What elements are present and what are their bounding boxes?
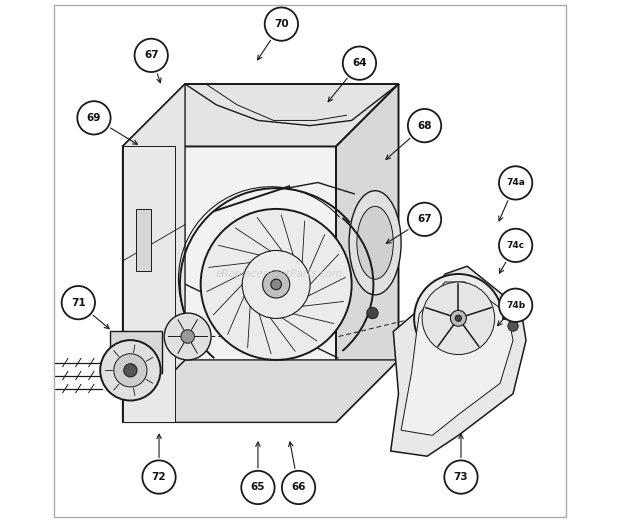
Polygon shape xyxy=(110,331,162,373)
Circle shape xyxy=(143,460,175,494)
Polygon shape xyxy=(123,147,336,422)
Circle shape xyxy=(445,460,477,494)
Circle shape xyxy=(263,271,290,298)
Polygon shape xyxy=(136,209,151,271)
Circle shape xyxy=(499,229,533,262)
Polygon shape xyxy=(391,266,526,456)
Polygon shape xyxy=(123,84,185,422)
Text: 67: 67 xyxy=(144,50,159,61)
Circle shape xyxy=(201,209,352,360)
Circle shape xyxy=(61,286,95,319)
Circle shape xyxy=(114,354,147,387)
Circle shape xyxy=(100,340,161,400)
Polygon shape xyxy=(123,147,175,422)
Circle shape xyxy=(78,101,110,135)
Ellipse shape xyxy=(349,191,401,295)
Text: 74b: 74b xyxy=(506,301,525,310)
Text: 65: 65 xyxy=(250,482,265,492)
Text: 72: 72 xyxy=(152,472,166,482)
Polygon shape xyxy=(401,282,513,435)
Circle shape xyxy=(181,330,195,343)
Circle shape xyxy=(265,7,298,41)
Text: 69: 69 xyxy=(87,113,101,123)
Circle shape xyxy=(343,46,376,80)
Circle shape xyxy=(408,109,441,143)
Circle shape xyxy=(499,289,533,322)
Circle shape xyxy=(124,364,137,377)
Circle shape xyxy=(241,471,275,504)
Text: 64: 64 xyxy=(352,58,367,68)
Circle shape xyxy=(164,313,211,360)
Circle shape xyxy=(135,39,168,72)
Text: 73: 73 xyxy=(454,472,468,482)
Circle shape xyxy=(271,279,281,290)
Text: 74a: 74a xyxy=(506,179,525,187)
Circle shape xyxy=(499,166,533,199)
Circle shape xyxy=(422,282,495,354)
Circle shape xyxy=(450,310,466,326)
Polygon shape xyxy=(123,84,399,147)
Polygon shape xyxy=(336,84,399,422)
Text: 66: 66 xyxy=(291,482,306,492)
Circle shape xyxy=(282,471,315,504)
Text: 74c: 74c xyxy=(507,241,525,250)
Ellipse shape xyxy=(357,206,393,279)
Circle shape xyxy=(367,307,378,319)
Polygon shape xyxy=(123,360,399,422)
Text: eReplacementParts.com: eReplacementParts.com xyxy=(215,269,342,279)
Circle shape xyxy=(508,321,518,331)
Text: 67: 67 xyxy=(417,215,432,224)
Circle shape xyxy=(414,274,503,362)
Text: 70: 70 xyxy=(274,19,289,29)
Circle shape xyxy=(455,315,461,322)
Circle shape xyxy=(408,203,441,236)
Text: 71: 71 xyxy=(71,298,86,307)
Text: 68: 68 xyxy=(417,121,432,130)
